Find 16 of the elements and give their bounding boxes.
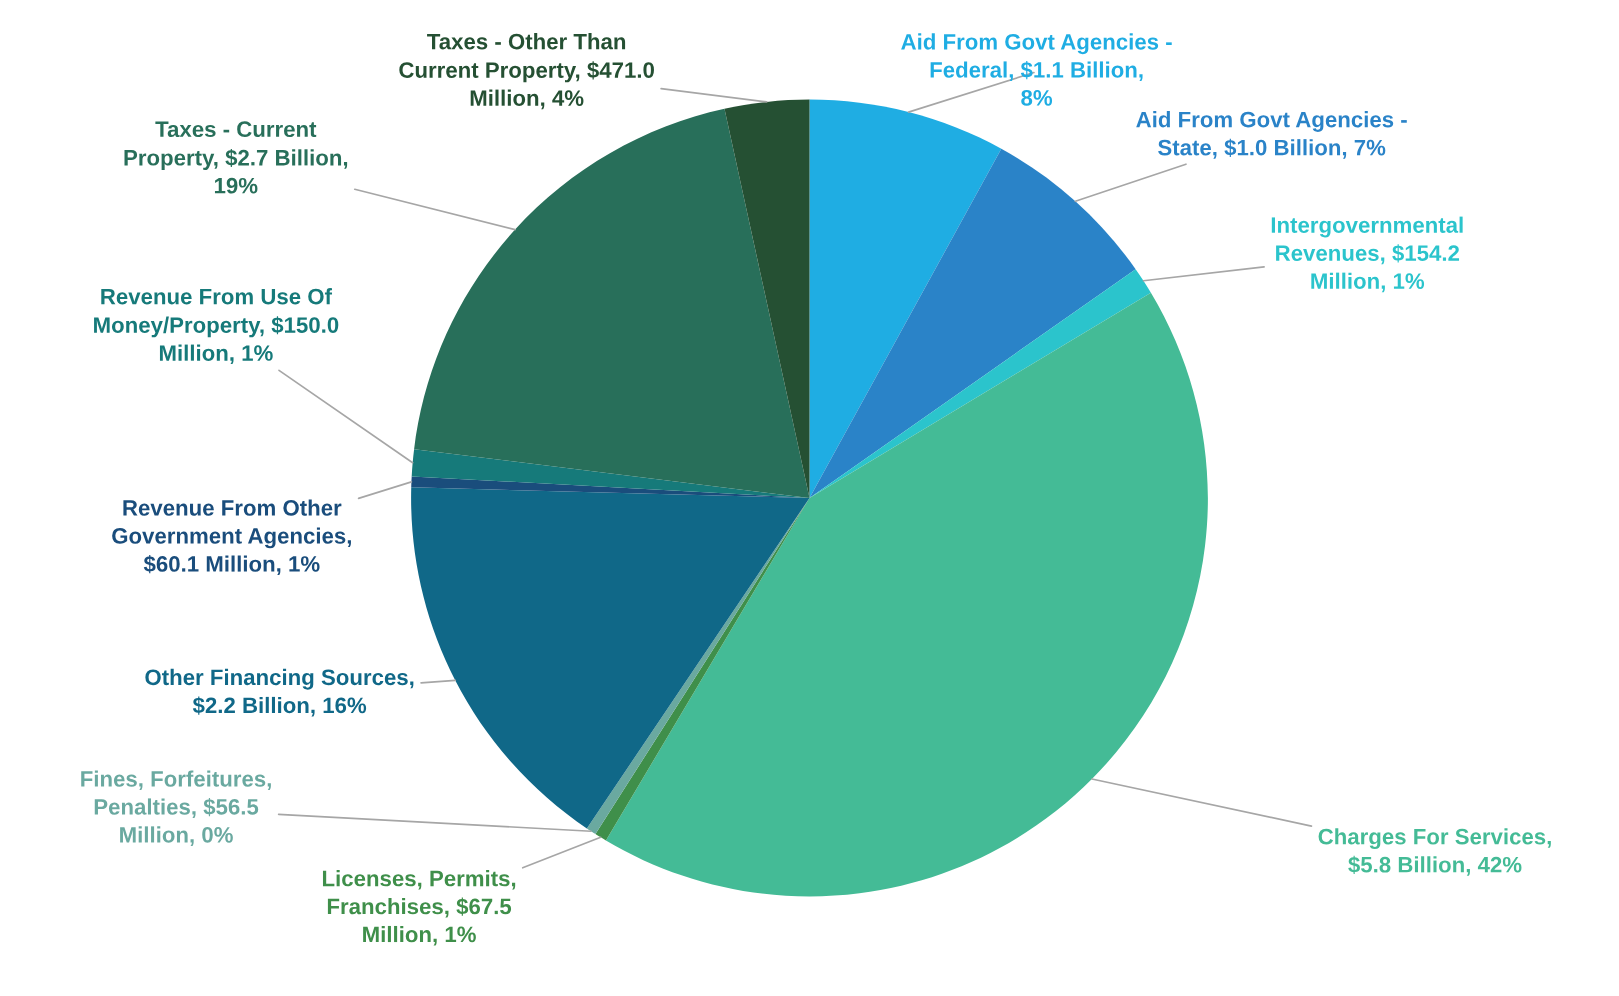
slice-label: Licenses, Permits, Franchises, $67.5 Million, 1% <box>322 870 516 946</box>
slice-label: Aid From Govt Agencies - State, $1.0 Billion, 7% <box>1136 111 1407 159</box>
slice-label: Other Financing Sources, $2.2 Billion, 16% <box>145 668 414 717</box>
pie-slice <box>724 99 810 498</box>
slice-label: Taxes - Other Than Current Property, $471.0 Million, 4% <box>399 33 654 110</box>
slice-label: Fines, Forfeitures, Penalties, $56.5 Million, 0% <box>81 770 271 846</box>
slice-label: Aid From Govt Agencies - Federal, $1.1 Billion, 8% <box>901 33 1172 106</box>
slice-label: Revenue From Other Government Agencies, $60.1 Million, 1% <box>112 499 351 576</box>
slice-label: Intergovernmental Revenues, $154.2 Million, 1% <box>1271 216 1463 293</box>
pie-slice <box>809 99 1002 498</box>
slice-label: Revenue From Use Of Money/Property, $150.0 Million, 1% <box>94 288 339 365</box>
pie-slice <box>809 148 1136 498</box>
pie-slice <box>605 292 1208 897</box>
slice-label: Charges For Services, $5.8 Billion, 42% <box>1318 828 1551 876</box>
slice-label: Taxes - Current Property, $2.7 Billion, 19% <box>124 121 348 194</box>
pie-slice <box>414 108 810 498</box>
